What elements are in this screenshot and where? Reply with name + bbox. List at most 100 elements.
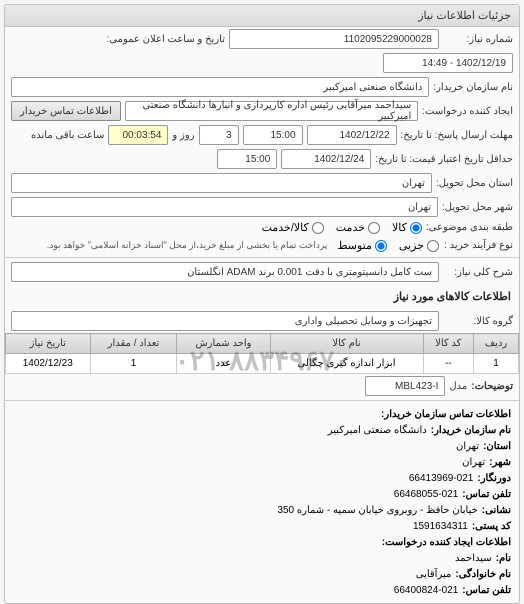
td-name: ابزار اندازه گیری چگالی — [270, 354, 423, 374]
contact-phone: 66468055-021 — [394, 487, 459, 503]
value-validity-date: 1402/12/24 — [281, 149, 371, 169]
td-row: 1 — [474, 354, 519, 374]
contact-surname: میرآقایی — [416, 567, 452, 583]
value-request-number: 1102095229000028 — [229, 29, 439, 49]
th-code: کد کالا — [423, 334, 474, 354]
row-response-deadline: مهلت ارسال پاسخ: تا تاریخ: 1402/12/22 15… — [5, 123, 519, 147]
value-delivery-province: تهران — [11, 173, 432, 193]
radio-jozi-label: جزیی — [399, 239, 424, 252]
label-delivery-province: استان محل تحویل: — [436, 178, 513, 189]
contact-postal-label: کد پستی: — [472, 519, 511, 535]
value-model: MBL423-I — [365, 376, 445, 396]
label-general-desc: شرح کلی نیاز: — [443, 267, 513, 278]
row-category: طبقه بندی موضوعی: کالا خدمت کالا/خدمت — [5, 219, 519, 236]
contact-org: دانشگاه صنعتی امیرکبیر — [328, 423, 427, 439]
requester-title: اطلاعات ایجاد کننده درخواست: — [382, 535, 511, 551]
purchase-radio-group: جزیی متوسط — [337, 239, 439, 252]
th-name: نام کالا — [270, 334, 423, 354]
value-validity-time: 15:00 — [217, 149, 277, 169]
td-unit: عدد — [177, 354, 270, 374]
label-buyer-org: نام سازمان خریدار: — [433, 82, 513, 93]
th-qty: تعداد / مقدار — [90, 334, 177, 354]
table-row: 1 -- ابزار اندازه گیری چگالی عدد 1 1402/… — [6, 354, 519, 374]
contact-req-phone: 66400824-021 — [394, 583, 459, 599]
contact-title: اطلاعات تماس سازمان خریدار: — [381, 407, 511, 423]
value-remaining-days: 3 — [199, 125, 239, 145]
row-delivery-city: شهر محل تحویل: تهران — [5, 195, 519, 219]
radio-motevaset-label: متوسط — [337, 239, 372, 252]
radio-kala-input[interactable] — [410, 222, 422, 234]
contact-org-label: نام سازمان خریدار: — [431, 423, 511, 439]
label-goods-group: گروه کالا: — [443, 316, 513, 327]
goods-info-title: اطلاعات کالاهای مورد نیاز — [5, 284, 519, 309]
label-response-deadline: مهلت ارسال پاسخ: تا تاریخ: — [401, 130, 513, 141]
radio-kala-khedmat[interactable]: کالا/خدمت — [262, 221, 324, 234]
label-requester: ایجاد کننده درخواست: — [422, 106, 513, 117]
contact-address: خیابان حافظ - روبروی خیابان سمیه - شماره… — [277, 503, 477, 519]
row-buyer-org: نام سازمان خریدار: دانشگاه صنعتی امیرکبی… — [5, 75, 519, 99]
radio-khedmat-label: خدمت — [336, 221, 365, 234]
radio-kala-khedmat-label: کالا/خدمت — [262, 221, 309, 234]
contact-phone-label: تلفن تماس: — [462, 487, 511, 503]
value-goods-group: تجهیزات و وسایل تحصیلی واداری — [11, 311, 439, 331]
separator-2 — [5, 400, 519, 401]
value-buyer-org: دانشگاه صنعتی امیرکبیر — [11, 77, 429, 97]
row-goods-group: گروه کالا: تجهیزات و وسایل تحصیلی واداری — [5, 309, 519, 333]
label-validity-deadline: حداقل تاریخ اعتبار قیمت: تا تاریخ: — [375, 154, 513, 165]
contact-fax-label: دورنگار: — [477, 471, 511, 487]
label-model-prefix: مدل — [449, 381, 467, 392]
radio-kala-label: کالا — [392, 221, 407, 234]
panel-header: جزئیات اطلاعات نیاز — [5, 5, 519, 27]
label-notes: توضیحات: — [471, 381, 513, 392]
contact-province-label: استان: — [483, 439, 511, 455]
radio-kala[interactable]: کالا — [392, 221, 422, 234]
th-row: ردیف — [474, 334, 519, 354]
value-requester: سیداحمد میرآقایی رئیس اداره کارپردازی و … — [125, 101, 418, 121]
label-delivery-city: شهر محل تحویل: — [442, 202, 513, 213]
contact-address-label: نشانی: — [482, 503, 511, 519]
radio-jozi[interactable]: جزیی — [399, 239, 439, 252]
contact-city: تهران — [462, 455, 485, 471]
separator-1 — [5, 257, 519, 258]
label-announce-datetime: تاریخ و ساعت اعلان عمومی: — [107, 34, 226, 45]
table-header-row: ردیف کد کالا نام کالا واحد شمارش تعداد /… — [6, 334, 519, 354]
contact-name-label: نام: — [496, 551, 511, 567]
th-date: تاریخ نیاز — [6, 334, 91, 354]
label-request-number: شماره نیاز: — [443, 34, 513, 45]
radio-motevaset-input[interactable] — [375, 240, 387, 252]
radio-khedmat[interactable]: خدمت — [336, 221, 380, 234]
row-purchase-process: نوع فرآیند خرید : جزیی متوسط پرداخت تمام… — [5, 236, 519, 255]
category-radio-group: کالا خدمت کالا/خدمت — [262, 221, 422, 234]
value-delivery-city: تهران — [11, 197, 438, 217]
radio-jozi-input[interactable] — [427, 240, 439, 252]
contact-postal: 1591634311 — [413, 519, 468, 535]
row-delivery-province: استان محل تحویل: تهران — [5, 171, 519, 195]
details-panel: جزئیات اطلاعات نیاز شماره نیاز: 11020952… — [4, 4, 520, 604]
goods-table: ردیف کد کالا نام کالا واحد شمارش تعداد /… — [5, 333, 519, 374]
contact-info-button[interactable]: اطلاعات تماس خریدار — [11, 101, 121, 121]
label-days: روز و — [172, 130, 194, 141]
value-response-date: 1402/12/22 — [307, 125, 397, 145]
td-date: 1402/12/23 — [6, 354, 91, 374]
label-remaining: ساعت باقی مانده — [31, 130, 104, 141]
contact-section: اطلاعات تماس سازمان خریدار: نام سازمان خ… — [5, 403, 519, 603]
row-notes: توضیحات: مدل MBL423-I — [5, 374, 519, 398]
radio-khedmat-input[interactable] — [368, 222, 380, 234]
contact-fax: 66413969-021 — [409, 471, 474, 487]
label-category: طبقه بندی موضوعی: — [426, 222, 513, 233]
label-purchase-process: نوع فرآیند خرید : — [443, 240, 513, 251]
value-remaining-time: 00:03:54 — [108, 125, 168, 145]
row-request-number: شماره نیاز: 1102095229000028 تاریخ و ساع… — [5, 27, 519, 75]
value-announce-datetime: 1402/12/19 - 14:49 — [383, 53, 513, 73]
value-response-time: 15:00 — [243, 125, 303, 145]
value-general-desc: ست کامل دانسیتومتری با دقت 0.001 برند AD… — [11, 262, 439, 282]
contact-req-phone-label: تلفن تماس: — [462, 583, 511, 599]
purchase-note: پرداخت تمام یا بخشی از مبلغ خرید،از محل … — [41, 238, 333, 253]
contact-name: سیداحمد — [455, 551, 492, 567]
row-general-desc: شرح کلی نیاز: ست کامل دانسیتومتری با دقت… — [5, 260, 519, 284]
radio-kala-khedmat-input[interactable] — [312, 222, 324, 234]
radio-motevaset[interactable]: متوسط — [337, 239, 387, 252]
td-code: -- — [423, 354, 474, 374]
contact-province: تهران — [456, 439, 479, 455]
contact-surname-label: نام خانوادگی: — [455, 567, 511, 583]
